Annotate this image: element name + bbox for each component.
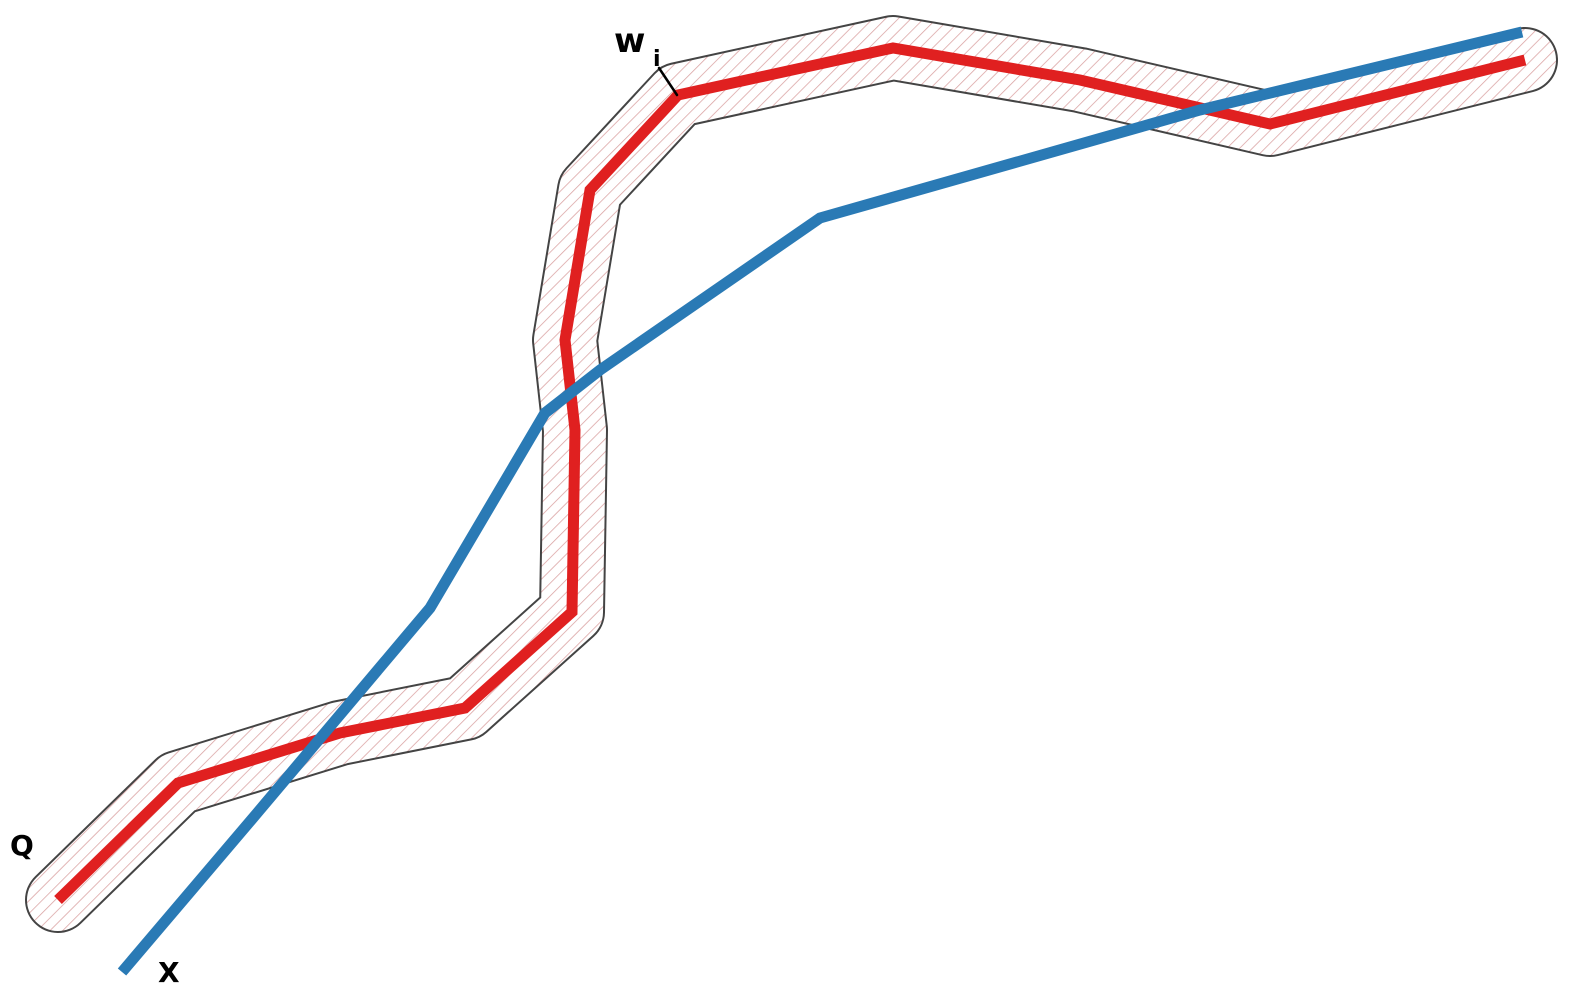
trajectory-label: X <box>158 956 180 989</box>
width-subscript: i <box>653 47 661 72</box>
width-label: w <box>614 21 645 61</box>
trajectory-path <box>117 26 1524 976</box>
query-label: Q <box>10 829 34 862</box>
buffer-fill <box>27 17 1556 931</box>
query-path <box>54 42 1527 904</box>
width-marker <box>657 66 679 97</box>
